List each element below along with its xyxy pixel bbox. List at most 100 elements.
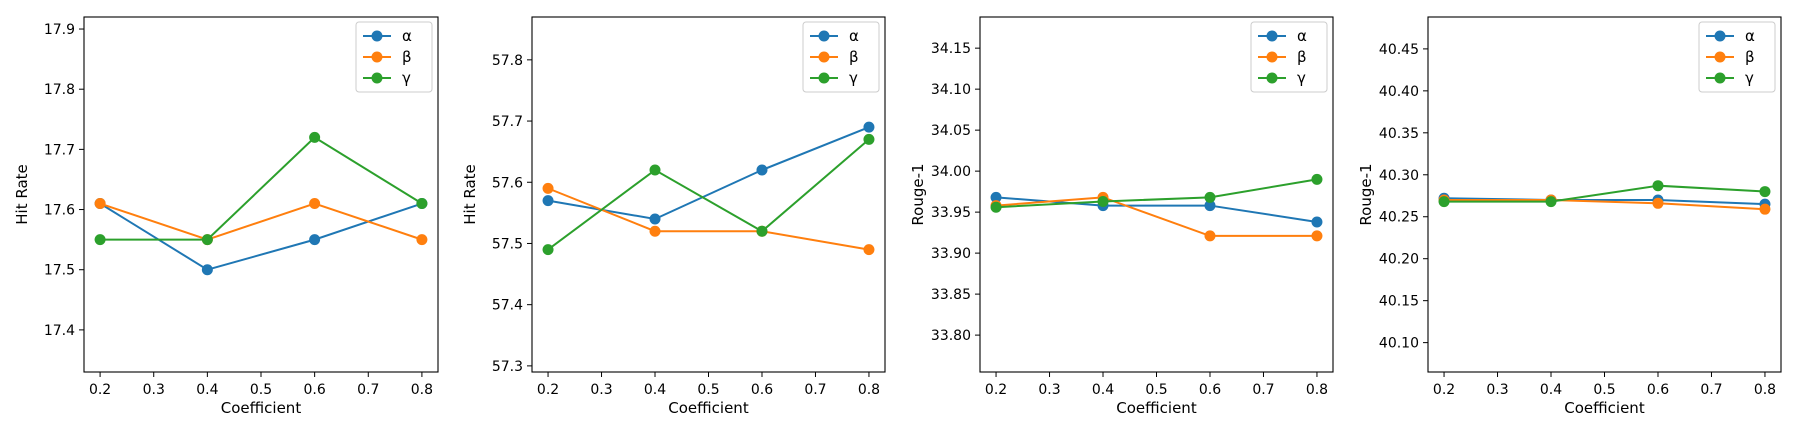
legend-label: α <box>1297 27 1307 45</box>
y-tick-label: 33.85 <box>931 287 971 303</box>
x-tick-label: 0.8 <box>1754 382 1776 398</box>
data-point <box>1311 173 1323 185</box>
data-point <box>649 213 661 225</box>
y-tick-label: 33.90 <box>931 246 971 262</box>
y-tick-label: 40.15 <box>1379 294 1419 310</box>
y-tick-label: 57.7 <box>492 114 523 130</box>
y-axis-label: Hit Rate <box>461 164 479 225</box>
legend-label: β <box>849 48 859 66</box>
y-tick-label: 57.5 <box>492 236 523 252</box>
data-point <box>94 234 106 246</box>
legend-marker <box>1266 30 1278 42</box>
series-line-3 <box>547 138 870 251</box>
y-tick-label: 17.4 <box>44 323 75 339</box>
y-tick-label: 17.9 <box>44 22 75 38</box>
x-tick-label: 0.3 <box>143 382 165 398</box>
y-tick-label: 57.6 <box>492 175 523 191</box>
y-tick-label: 17.8 <box>44 82 75 98</box>
y-axis-label: Rouge-1 <box>1357 163 1375 225</box>
legend-marker <box>1266 72 1278 84</box>
y-tick-label: 17.5 <box>44 263 75 279</box>
y-tick-label: 34.10 <box>931 82 971 98</box>
series-line-3 <box>995 178 1318 209</box>
legend-label: β <box>1297 48 1307 66</box>
data-point <box>1204 200 1216 212</box>
legend-label: β <box>1745 48 1755 66</box>
data-point <box>416 198 428 210</box>
plot-frame <box>531 16 886 373</box>
data-point <box>1204 230 1216 242</box>
x-tick-label: 0.7 <box>357 382 379 398</box>
legend-label: γ <box>849 69 858 87</box>
y-tick-label: 34.05 <box>931 123 971 139</box>
x-tick-label: 0.7 <box>1252 382 1274 398</box>
legend-marker <box>1266 51 1278 63</box>
y-tick-label: 40.30 <box>1379 168 1419 184</box>
x-tick-label: 0.4 <box>1092 382 1114 398</box>
data-point <box>201 234 213 246</box>
chart-panel-2: 0.2 0.3 0.4 0.5 0.6 0.7 0.8 57.3 57.4 57.5 57.6 57.… <box>461 16 886 417</box>
data-point <box>863 121 875 133</box>
legend-label: γ <box>1745 69 1754 87</box>
data-point <box>542 244 554 256</box>
legend: αβγ <box>1698 21 1776 93</box>
series-line-2 <box>547 187 870 251</box>
x-tick-label: 0.5 <box>250 382 272 398</box>
legend-label: γ <box>402 69 411 87</box>
x-axis-label: Coefficient <box>668 399 749 417</box>
y-tick-label: 17.6 <box>44 203 75 219</box>
data-point <box>309 131 321 143</box>
x-tick-label: 0.6 <box>751 382 773 398</box>
plot-frame <box>83 16 439 373</box>
x-tick-label: 0.2 <box>985 382 1007 398</box>
y-tick-label: 57.8 <box>492 53 523 69</box>
data-point <box>542 195 554 207</box>
y-tick-label: 40.35 <box>1379 126 1419 142</box>
x-tick-label: 0.3 <box>1486 382 1508 398</box>
y-tick-label: 40.20 <box>1379 252 1419 268</box>
legend: αβγ <box>355 21 433 93</box>
x-tick-label: 0.8 <box>858 382 880 398</box>
x-tick-label: 0.4 <box>196 382 218 398</box>
chart-panel-1: 0.2 0.3 0.4 0.5 0.6 0.7 0.8 17.4 17.5 17.6 17.7 17.… <box>13 16 439 417</box>
x-tick-label: 0.7 <box>1700 382 1722 398</box>
y-tick-label: 40.10 <box>1379 336 1419 352</box>
legend-marker <box>818 51 830 63</box>
legend-marker <box>818 72 830 84</box>
x-axis-label: Coefficient <box>221 399 302 417</box>
x-tick-label: 0.5 <box>1593 382 1615 398</box>
data-point <box>863 133 875 145</box>
legend-marker <box>371 30 383 42</box>
series-line-2 <box>995 196 1317 237</box>
legend: αβγ <box>1250 21 1328 93</box>
data-point <box>201 264 213 276</box>
y-axis-label: Rouge-1 <box>909 163 927 225</box>
series-line-1 <box>99 202 423 271</box>
y-tick-label: 57.3 <box>492 359 523 375</box>
y-tick-label: 34.15 <box>931 41 971 57</box>
legend-marker <box>371 51 383 63</box>
chart-panel-3: 0.2 0.3 0.4 0.5 0.6 0.7 0.8 33.80 33.85 33.90 33.9… <box>909 16 1334 417</box>
x-tick-label: 0.5 <box>697 382 719 398</box>
plot-frame <box>1427 16 1782 373</box>
data-point <box>1545 196 1557 208</box>
y-axis-label: Hit Rate <box>13 164 31 225</box>
x-tick-label: 0.6 <box>1199 382 1221 398</box>
series-line-3 <box>1444 184 1766 203</box>
data-point <box>1204 191 1216 203</box>
data-point <box>756 164 768 176</box>
series-line-1 <box>547 126 870 221</box>
data-point <box>1438 196 1450 208</box>
legend-marker <box>1714 51 1726 63</box>
legend-marker <box>1714 30 1726 42</box>
plot-frame <box>979 16 1334 373</box>
legend-label: α <box>849 27 859 45</box>
x-tick-label: 0.2 <box>537 382 559 398</box>
legend-marker <box>371 72 383 84</box>
x-tick-label: 0.8 <box>1306 382 1328 398</box>
chart-panel-4: 0.2 0.3 0.4 0.5 0.6 0.7 0.8 40.10 40.15 40.20 40.2… <box>1357 16 1782 417</box>
x-tick-label: 0.3 <box>590 382 612 398</box>
data-point <box>649 164 661 176</box>
x-tick-label: 0.2 <box>1433 382 1455 398</box>
data-point <box>756 225 768 237</box>
